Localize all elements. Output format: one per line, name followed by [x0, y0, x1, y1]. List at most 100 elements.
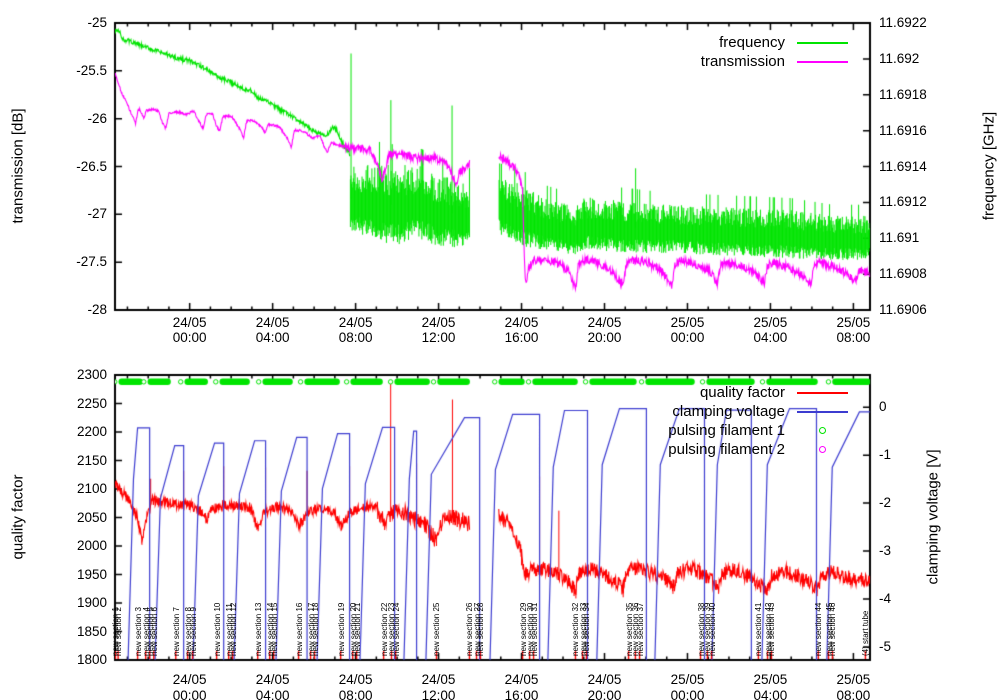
x-tick-label: 12:00: [421, 688, 456, 700]
y-tick-label: 2000: [76, 538, 107, 553]
legend-line-sample-frequency: [797, 41, 848, 44]
x-tick-label: 08:00: [836, 330, 871, 345]
legend-entry-pulsing-filament-2: pulsing filament 2: [668, 440, 848, 459]
x-tick-label: 24/05: [587, 315, 622, 330]
y-tick-label: 1800: [76, 652, 107, 667]
x-tick-label: 20:00: [587, 688, 622, 700]
y-tick-label: 1900: [76, 595, 107, 610]
section-label: new section 41: [754, 602, 764, 656]
x-tick-label: 00:00: [172, 688, 207, 700]
x-tick-label: 00:00: [172, 330, 207, 345]
x-tick-label: 24/05: [421, 672, 456, 687]
legend-entry-clamping-voltage: clamping voltage: [668, 402, 848, 421]
legend-label-quality-factor: quality factor: [699, 384, 785, 401]
y-tick-label: -28: [87, 302, 107, 317]
x-tick-label: 24/05: [587, 672, 622, 687]
y2-tick-label: 11.6912: [879, 194, 927, 210]
legend-line-sample-clamping-voltage: [797, 410, 848, 413]
legend-label-transmission: transmission: [700, 53, 785, 70]
section-label: new section 40: [707, 602, 717, 656]
section-label: new section 10: [212, 602, 222, 656]
legend-entry-pulsing-filament-1: pulsing filament 1: [668, 421, 848, 440]
y-tick-label: 2250: [76, 395, 107, 411]
y2-tick-label: 11.6916: [879, 122, 927, 138]
y2-tick-label: -3: [879, 543, 892, 559]
y-tick-label: -26: [87, 110, 107, 126]
x-tick-label: 20:00: [587, 330, 622, 345]
x-tick-label: 24/05: [338, 315, 373, 330]
x-tick-label: 24/05: [172, 315, 207, 330]
x-tick-label: 00:00: [670, 688, 705, 700]
y2-tick-label: 0: [879, 399, 887, 415]
y-tick-label: 2050: [76, 509, 107, 525]
y-tick-label: 2300: [76, 367, 107, 382]
x-tick-label: 04:00: [753, 330, 788, 345]
x-tick-label: 24/05: [255, 672, 290, 687]
section-label: new section 24: [391, 602, 401, 656]
y2-tick-label: 11.6922: [879, 15, 927, 30]
section-label: new section 28: [476, 602, 486, 656]
legend-label-pulsing-filament-1: pulsing filament 1: [668, 422, 785, 439]
x-tick-label: 04:00: [753, 688, 788, 700]
section-label: new section 43: [767, 602, 777, 656]
section-label: new section 16: [294, 602, 304, 656]
x-tick-label: 04:00: [255, 330, 290, 345]
x-tick-label: 04:00: [255, 688, 290, 700]
y2-tick-label: 11.691: [879, 230, 920, 246]
bottom-right-axis-title: clamping voltage [V]: [924, 449, 942, 585]
y2-tick-label: -5: [879, 639, 892, 655]
section-label: (4) start tube: [861, 610, 871, 656]
section-label: new section 37: [635, 602, 645, 656]
y2-tick-label: 11.6908: [879, 266, 927, 282]
section-label: new section 12: [228, 602, 238, 656]
section-label: new section 6: [149, 607, 159, 656]
section-label: new section 21: [352, 602, 362, 656]
x-tick-label: 08:00: [338, 688, 373, 700]
section-label: new section 46: [828, 602, 838, 656]
section-label: new section 7: [171, 607, 181, 656]
x-tick-label: 24/05: [504, 315, 539, 330]
x-tick-label: 25/05: [836, 672, 871, 687]
y-tick-label: -27: [87, 206, 107, 222]
y-tick-label: -25.5: [76, 62, 107, 78]
section-label: new section 34: [582, 602, 592, 656]
x-tick-label: 25/05: [670, 315, 705, 330]
top-right-axis-title: frequency [GHz]: [980, 111, 998, 221]
x-tick-label: 24/05: [172, 672, 207, 687]
legend-entry-quality-factor: quality factor: [668, 383, 848, 402]
legend-dot-sample-filament-1: [819, 427, 826, 434]
section-label: new section 44: [814, 602, 824, 656]
y-tick-label: -26.5: [76, 158, 107, 174]
y2-tick-label: 11.6906: [879, 302, 927, 317]
y-tick-label: 1950: [76, 566, 107, 582]
y-tick-label: -27.5: [76, 254, 107, 270]
legend-line-sample-quality-factor: [797, 391, 848, 394]
y2-tick-label: -2: [879, 495, 892, 511]
section-label: new section 19: [336, 602, 346, 656]
legend-dot-sample-filament-2: [819, 446, 826, 453]
section-label: new section 9: [188, 607, 198, 656]
x-tick-label: 08:00: [338, 330, 373, 345]
legend-entry-frequency: frequency: [701, 33, 848, 52]
legend-label-pulsing-filament-2: pulsing filament 2: [668, 441, 785, 458]
x-tick-label: 25/05: [670, 672, 705, 687]
legend-line-sample-transmission: [797, 60, 848, 63]
legend-entry-transmission: transmission: [701, 52, 848, 71]
y2-tick-label: -1: [879, 447, 892, 463]
x-tick-label: 16:00: [504, 688, 539, 700]
x-tick-label: 25/05: [836, 315, 871, 330]
x-tick-label: 24/05: [255, 315, 290, 330]
section-label: new section 18: [310, 602, 320, 656]
y-tick-label: 2150: [76, 452, 107, 468]
section-label: new section 15: [269, 602, 279, 656]
section-label: new section 25: [432, 602, 442, 656]
x-tick-label: 00:00: [670, 330, 705, 345]
section-label: new section 13: [253, 602, 263, 656]
section-label: new section 2: [114, 607, 124, 656]
top-legend: frequency transmission: [701, 33, 848, 71]
legend-label-frequency: frequency: [719, 34, 785, 51]
legend-dot-sample-filament-2-wrap: [797, 446, 848, 453]
y-tick-label: 1850: [76, 623, 107, 639]
